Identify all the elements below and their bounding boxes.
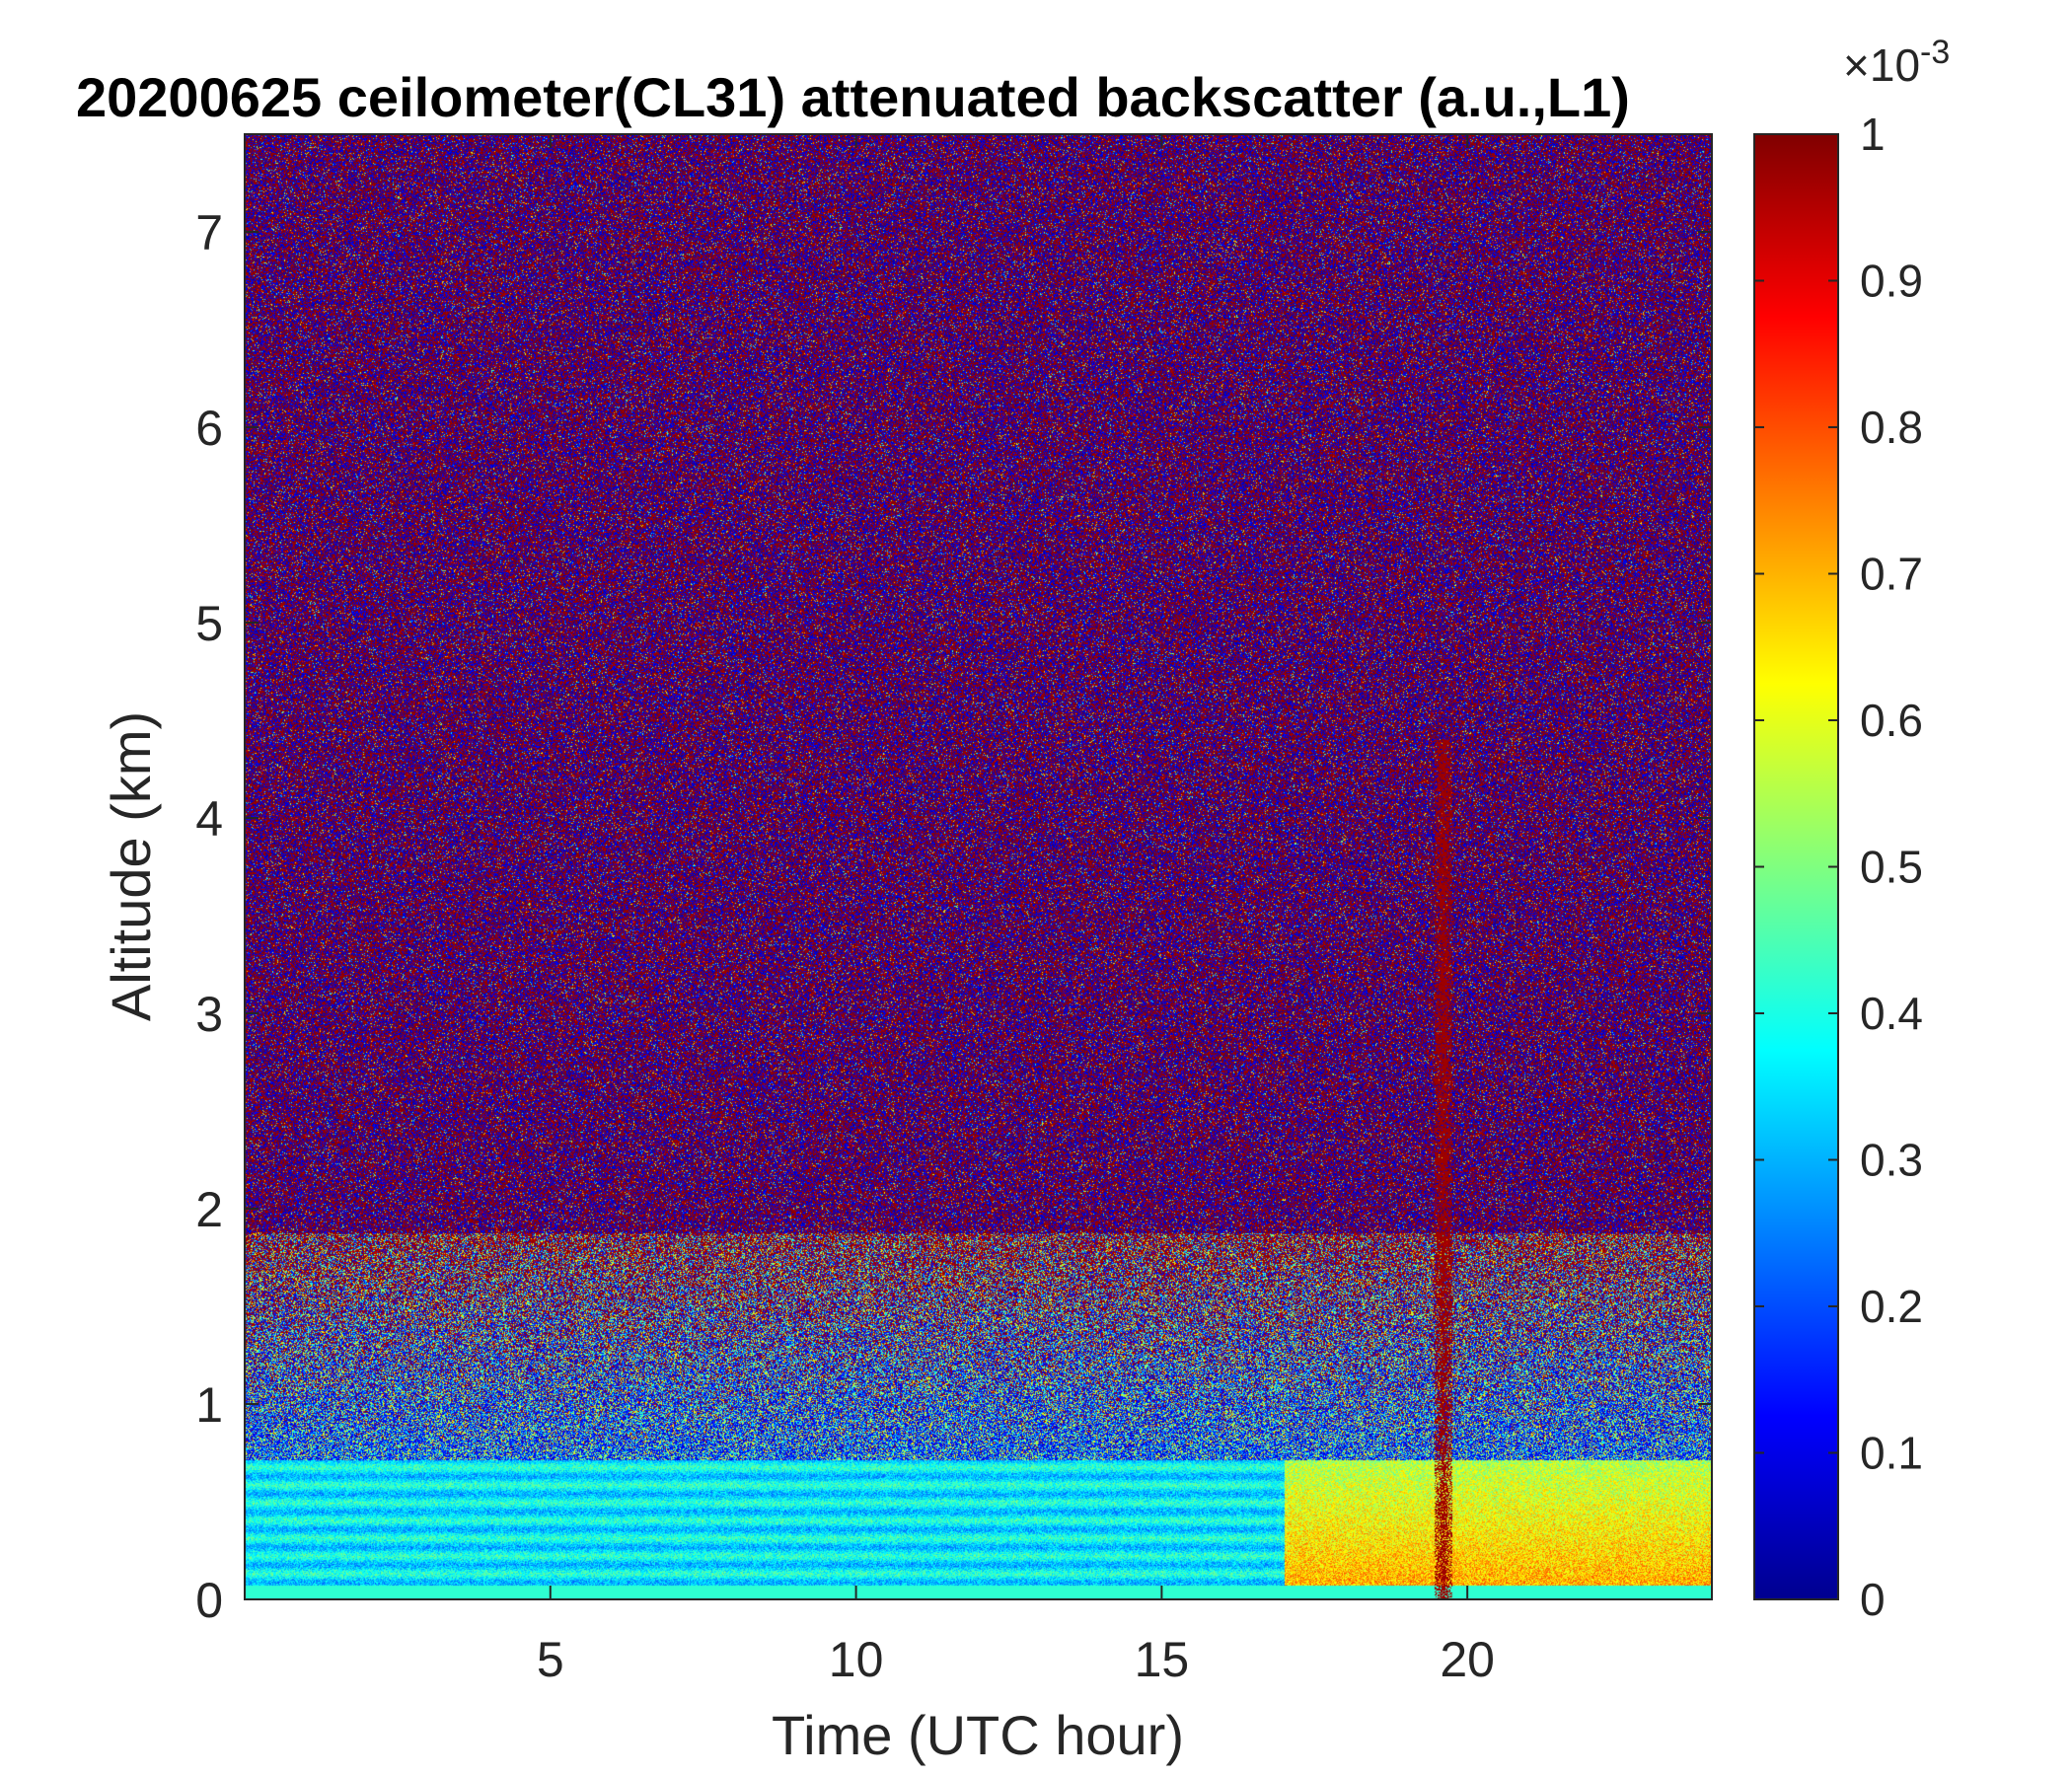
colorbar-tick-label: 0.1: [1860, 1428, 1923, 1479]
heatmap-canvas: [245, 134, 1712, 1599]
colorbar-tick-label: 0.8: [1860, 402, 1923, 453]
colorbar-gradient: [1753, 133, 1839, 1600]
y-axis-label: Altitude (km): [100, 711, 162, 1021]
x-axis: 5 10 15 20: [537, 134, 1495, 1687]
y-tick-label: 7: [195, 205, 223, 260]
colorbar-ticks: 0 0.1 0.2 0.3 0.4 0.5 0.6 0.7 0.8 0.9 1: [1754, 109, 1923, 1625]
colorbar-tick-label: 0.9: [1860, 256, 1923, 307]
colorbar-tick-label: 0: [1860, 1574, 1886, 1625]
x-tick-label: 20: [1440, 1632, 1495, 1687]
x-tick-label: 15: [1135, 1632, 1190, 1687]
heatmap-raster: [245, 134, 1712, 1599]
y-tick-label: 5: [195, 596, 223, 651]
colorbar-tick-label: 0.6: [1860, 695, 1923, 746]
colorbar-tick-label: 0.7: [1860, 549, 1923, 600]
colorbar-exponent-power: -3: [1920, 34, 1950, 71]
y-tick-label: 6: [195, 401, 223, 456]
chart-title: 20200625 ceilometer(CL31) attenuated bac…: [76, 66, 1630, 128]
colorbar-tick-label: 0.4: [1860, 988, 1923, 1039]
colorbar-exponent-base: ×10: [1843, 39, 1920, 91]
x-tick-label: 10: [829, 1632, 884, 1687]
y-tick-label: 2: [195, 1182, 223, 1237]
x-axis-label: Time (UTC hour): [772, 1704, 1184, 1766]
y-tick-label: 3: [195, 987, 223, 1042]
x-tick-label: 5: [537, 1632, 564, 1687]
y-axis: 0 1 2 3 4 5 6 7: [195, 205, 1712, 1628]
colorbar-exponent: ×10-3: [1843, 34, 1950, 91]
colorbar-tick-label: 0.2: [1860, 1281, 1923, 1332]
colorbar-tick-label: 0.5: [1860, 842, 1923, 893]
y-tick-label: 4: [195, 791, 223, 847]
colorbar: 0 0.1 0.2 0.3 0.4 0.5 0.6 0.7 0.8 0.9 1 ×10-3: [1753, 34, 1950, 1625]
backscatter-heatmap: [245, 134, 1712, 1599]
y-tick-label: 1: [195, 1377, 223, 1433]
y-tick-label: 0: [195, 1573, 223, 1628]
colorbar-tick-label: 0.3: [1860, 1135, 1923, 1186]
colorbar-tick-label: 1: [1860, 109, 1886, 160]
plot-frame: [244, 133, 1713, 1600]
plot-area: [244, 133, 1713, 1600]
